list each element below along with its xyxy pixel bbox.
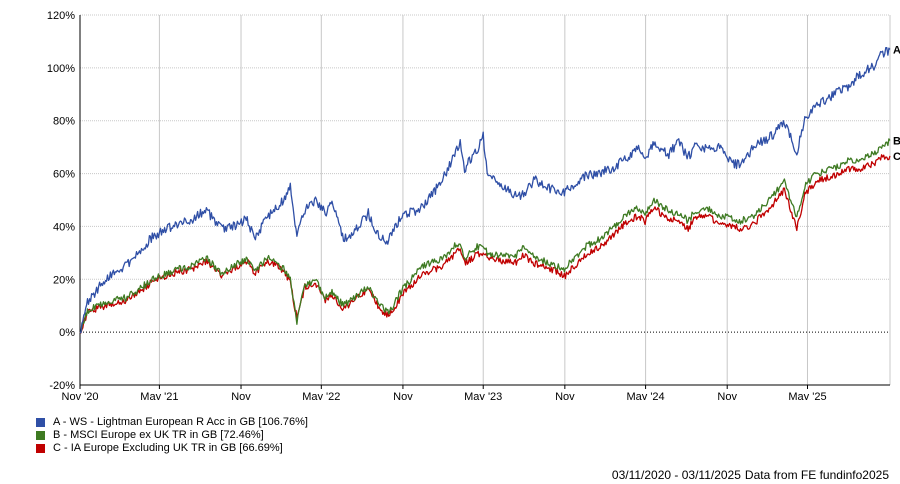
performance-chart: -20% 0% 20% 40% 60% 80% 100% 120% Nov '20 May '2… <box>47 10 900 400</box>
legend-swatch-a <box>36 418 45 427</box>
legend-item-b: B - MSCI Europe ex UK TR in GB [72.46%] <box>36 429 308 442</box>
x-axis-labels: Nov '20 May '21 Nov May '22 Nov May '23 Nov May… <box>62 391 827 400</box>
footer: 03/11/2020 - 03/11/2025 Data from FE fund… <box>612 468 889 482</box>
y-tick-label: 100% <box>47 63 75 75</box>
series-lines <box>79 46 891 334</box>
legend-label-c: C - IA Europe Excluding UK TR in GB [66.… <box>53 441 283 454</box>
x-tick-label: Nov <box>555 391 575 400</box>
legend-swatch-c <box>36 444 45 453</box>
x-tick-label: May '23 <box>464 391 502 400</box>
x-tick-label: Nov <box>393 391 413 400</box>
x-tick-label: May '25 <box>788 391 826 400</box>
series-end-label-a: A <box>893 44 900 56</box>
legend-label-b: B - MSCI Europe ex UK TR in GB [72.46%] <box>53 428 264 441</box>
legend-item-c: C - IA Europe Excluding UK TR in GB [66.… <box>36 442 308 455</box>
series-end-label-c: C <box>893 151 900 163</box>
x-tick-label: May '22 <box>302 391 340 400</box>
legend-label-a: A - WS - Lightman European R Acc in GB [… <box>53 415 308 428</box>
y-tick-label: 40% <box>53 221 75 233</box>
y-tick-label: 60% <box>53 169 75 181</box>
series-line-c <box>79 154 891 334</box>
series-end-label-b: B <box>893 136 900 148</box>
x-tick-label: Nov <box>717 391 737 400</box>
grid <box>79 14 891 389</box>
y-tick-label: -20% <box>49 380 75 392</box>
x-tick-label: Nov '20 <box>62 391 99 400</box>
footer-period: 03/11/2020 - 03/11/2025 <box>611 468 741 482</box>
legend-swatch-b <box>36 431 45 440</box>
y-tick-label: 20% <box>53 274 75 286</box>
series-line-b <box>79 138 891 334</box>
series-end-labels: CB A <box>893 44 900 163</box>
legend-item-a: A - WS - Lightman European R Acc in GB [… <box>36 416 308 429</box>
legend: A - WS - Lightman European R Acc in GB [… <box>36 416 308 455</box>
series-line-a <box>79 46 891 334</box>
y-tick-label: 120% <box>47 10 75 22</box>
x-tick-label: Nov <box>231 391 251 400</box>
footer-source: Data from FE fundinfo2025 <box>744 468 889 482</box>
x-tick-label: May '21 <box>140 391 178 400</box>
x-tick-label: May '24 <box>626 391 664 400</box>
y-tick-label: 0% <box>59 327 75 339</box>
y-tick-label: 80% <box>53 116 75 128</box>
y-axis-labels: -20% 0% 20% 40% 60% 80% 100% 120% <box>47 10 75 392</box>
